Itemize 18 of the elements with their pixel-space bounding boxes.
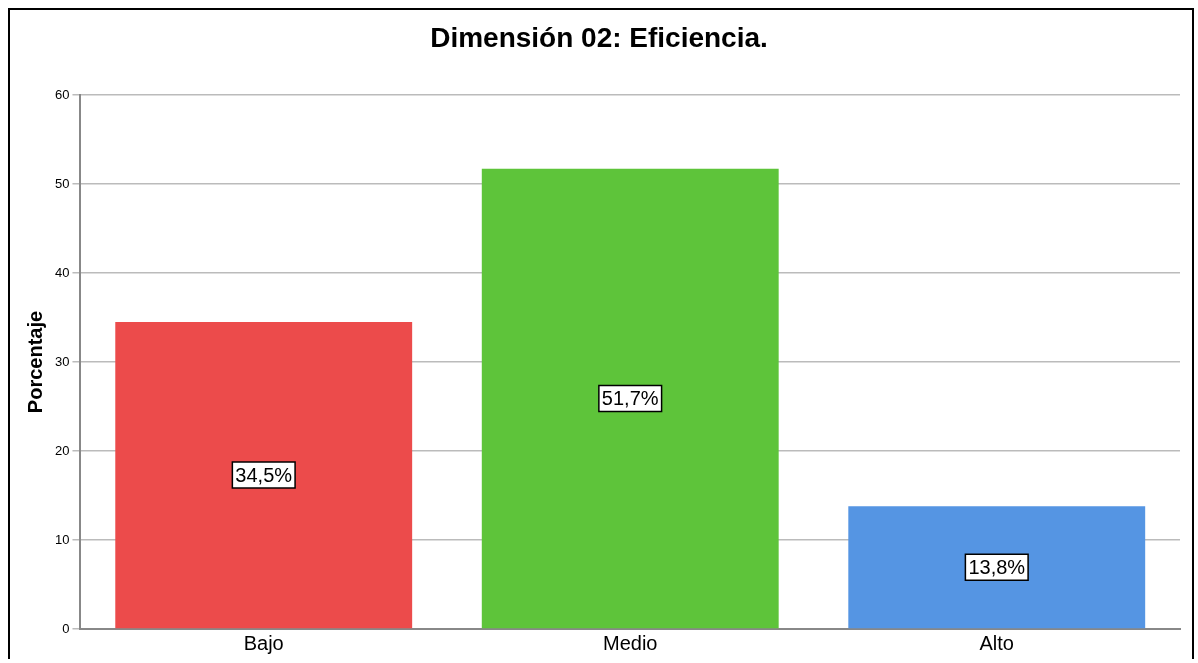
bar — [848, 506, 1146, 629]
x-tick-label: Medio — [602, 631, 658, 654]
y-tick-label: 20 — [54, 442, 70, 458]
bar — [115, 321, 413, 629]
chart-title: Dimensión 02: Eficiencia. — [429, 22, 769, 54]
y-tick-label: 10 — [54, 531, 70, 547]
y-tick-label: 30 — [54, 353, 70, 369]
x-tick-label: Alto — [979, 631, 1014, 654]
y-axis-title: Porcentaje — [23, 310, 46, 414]
data-label: 13,8% — [968, 555, 1026, 578]
x-tick-label: Bajo — [243, 631, 284, 654]
data-label: 34,5% — [235, 463, 293, 486]
data-label: 51,7% — [601, 387, 659, 410]
y-tick-label: 50 — [54, 175, 70, 191]
bar — [481, 168, 779, 629]
y-tick-label: 60 — [54, 86, 70, 102]
y-tick-label: 0 — [62, 620, 70, 636]
y-tick-label: 40 — [54, 264, 70, 280]
